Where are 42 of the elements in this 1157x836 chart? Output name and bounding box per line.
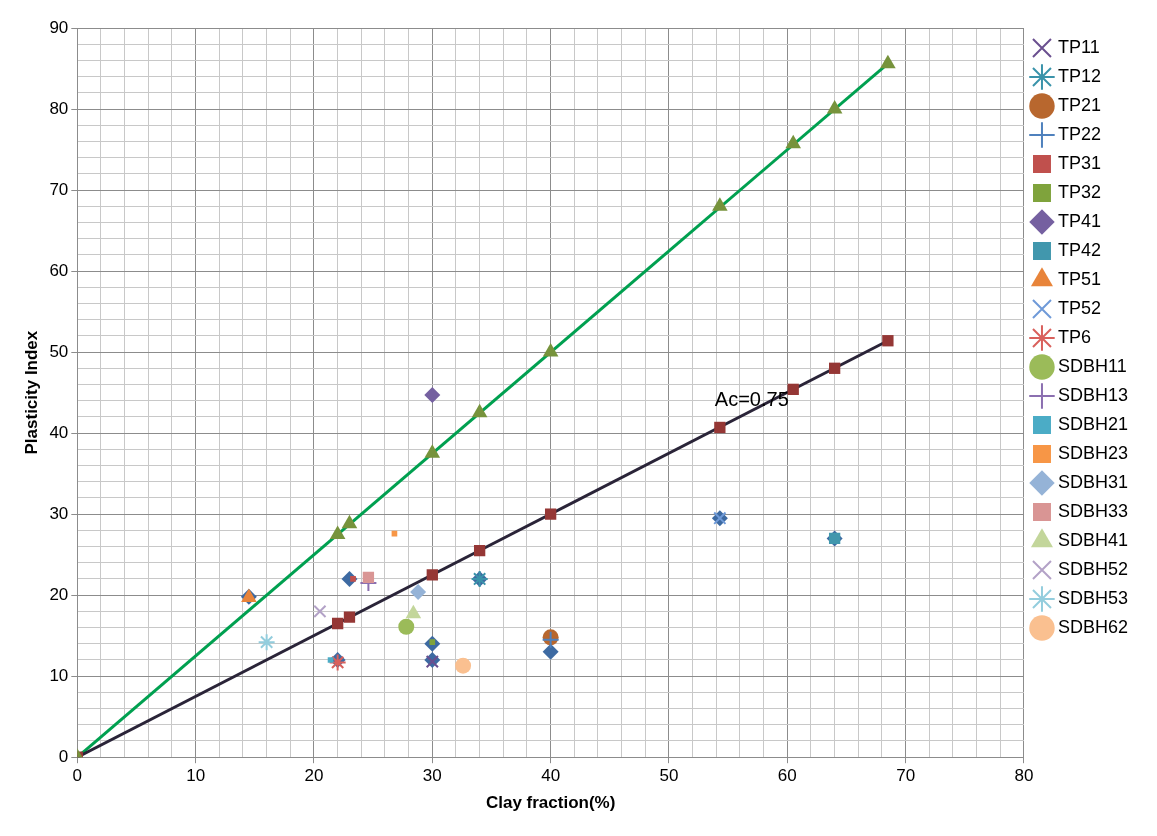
legend-label: SDBH62 [1057, 616, 1128, 637]
legend-label: SDBH33 [1057, 500, 1128, 521]
y-tick-label: 50 [49, 341, 69, 361]
legend-label: TP11 [1057, 36, 1100, 57]
legend-label: SDBH13 [1057, 384, 1128, 405]
x-tick-label: 70 [896, 766, 916, 786]
legend-label: SDBH21 [1057, 413, 1128, 434]
legend-label: TP21 [1057, 94, 1101, 115]
y-tick-label: 0 [58, 746, 69, 766]
y-tick-label: 90 [49, 17, 69, 37]
legend-label: SDBH41 [1057, 529, 1128, 550]
legend-label: SDBH23 [1057, 442, 1128, 463]
x-tick-label: 30 [422, 766, 442, 786]
x-tick-label: 0 [72, 766, 83, 786]
y-tick-label: 70 [49, 179, 69, 199]
x-tick-label: 60 [777, 766, 797, 786]
legend-label: SDBH53 [1057, 587, 1128, 608]
legend-label: SDBH31 [1057, 471, 1128, 492]
y-tick-label: 40 [49, 422, 69, 442]
y-tick-label: 60 [49, 260, 69, 280]
x-tick-label: 50 [659, 766, 679, 786]
x-tick-label: 20 [304, 766, 324, 786]
legend-label: TP32 [1057, 181, 1101, 202]
x-tick-label: 80 [1014, 766, 1034, 786]
legend-label: SDBH52 [1057, 558, 1128, 579]
legend-label: SDBH11 [1057, 355, 1127, 376]
x-tick-label: 40 [541, 766, 561, 786]
legend-label: TP41 [1057, 210, 1101, 231]
legend-label: TP6 [1057, 326, 1091, 347]
x-axis-title: Clay fraction(%) [485, 793, 616, 813]
legend-label: TP12 [1057, 65, 1101, 86]
legend-label: TP42 [1057, 239, 1101, 260]
legend-label: TP22 [1057, 123, 1101, 144]
y-tick-label: 10 [49, 665, 69, 685]
x-tick-label: 10 [186, 766, 206, 786]
legend-label: TP51 [1057, 268, 1101, 289]
legend-label: TP52 [1057, 297, 1101, 318]
y-tick-label: 80 [49, 98, 69, 118]
legend-label: TP31 [1057, 152, 1101, 173]
y-tick-label: 20 [49, 584, 69, 604]
y-axis-title: Plasticity Index [21, 330, 41, 455]
y-tick-label: 30 [49, 503, 69, 523]
